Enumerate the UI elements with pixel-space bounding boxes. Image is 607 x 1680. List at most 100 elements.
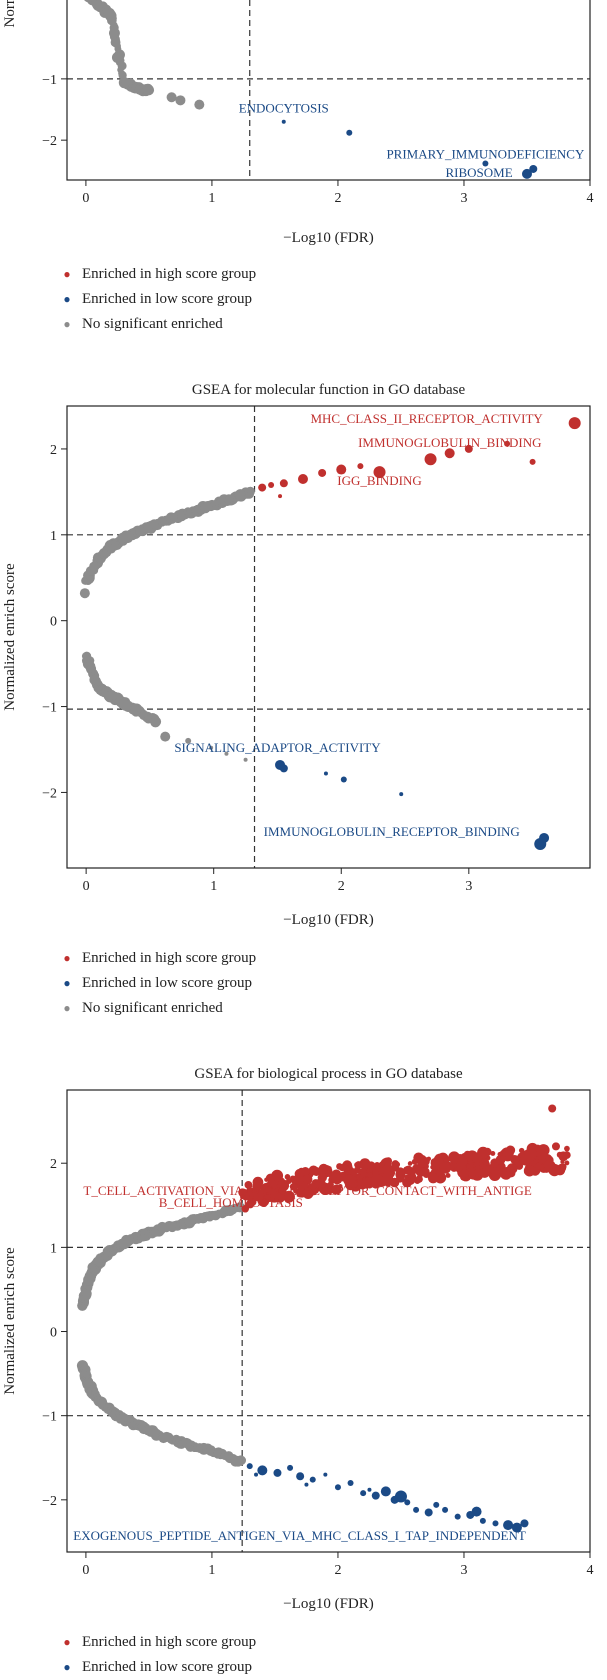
high-point bbox=[502, 1167, 507, 1172]
y-axis-label: Normalized enrich score bbox=[2, 1247, 18, 1395]
ns-point bbox=[80, 588, 90, 598]
high-point bbox=[564, 1146, 570, 1152]
ns-point bbox=[194, 100, 204, 110]
legend-marker-low: ● bbox=[62, 1660, 72, 1675]
y-tick-label: −1 bbox=[42, 701, 57, 716]
legend-label-high: Enriched in high score group bbox=[82, 266, 256, 283]
low-point bbox=[296, 1472, 304, 1480]
plot-area: MHC_CLASS_II_RECEPTOR_ACTIVITYIMMUNOGLOB… bbox=[67, 406, 590, 868]
x-tick-label: 4 bbox=[587, 1563, 594, 1578]
high-point bbox=[357, 1177, 362, 1182]
high-point bbox=[367, 1172, 373, 1178]
x-tick-label: 1 bbox=[208, 191, 215, 206]
term-label: RIBOSOME bbox=[446, 165, 513, 180]
high-point bbox=[544, 1160, 554, 1170]
x-tick-label: 3 bbox=[465, 879, 472, 894]
low-point bbox=[254, 1473, 258, 1477]
low-point bbox=[282, 120, 286, 124]
high-point bbox=[408, 1161, 413, 1166]
high-point bbox=[382, 1161, 386, 1165]
low-point bbox=[273, 1469, 281, 1477]
x-tick-label: 1 bbox=[208, 1563, 215, 1578]
chart-title: GSEA for biological process in GO databa… bbox=[194, 1066, 463, 1082]
x-tick-label: 0 bbox=[82, 1563, 89, 1578]
high-point bbox=[524, 1165, 535, 1176]
low-point bbox=[304, 1483, 308, 1487]
term-label: B_CELL_HOMEOSTASIS bbox=[159, 1195, 303, 1210]
high-point bbox=[258, 484, 266, 492]
plot-frame bbox=[67, 406, 590, 868]
legend-label-ns: No significant enriched bbox=[82, 1000, 223, 1017]
term-label: ENDOCYTOSIS bbox=[239, 101, 329, 116]
ns-point bbox=[215, 1451, 221, 1457]
chart-panel-3: GSEA for biological process in GO databa… bbox=[2, 1066, 594, 1612]
low-point bbox=[455, 1514, 461, 1520]
term-label: IGG_BINDING bbox=[337, 473, 422, 488]
x-tick-label: 2 bbox=[338, 879, 345, 894]
y-tick-label: −1 bbox=[42, 73, 57, 88]
plot-area: T_CELL_ACTIVATION_VIA_T_CELL_RECEPTOR_CO… bbox=[67, 1090, 590, 1552]
legend-item-low: ● Enriched in low score group bbox=[62, 1655, 256, 1680]
ns-point bbox=[247, 488, 253, 494]
x-tick-label: 2 bbox=[334, 191, 341, 206]
y-tick-label: 2 bbox=[50, 443, 57, 458]
legend-label-low: Enriched in low score group bbox=[82, 1659, 252, 1676]
low-point bbox=[360, 1490, 366, 1496]
high-point bbox=[557, 1152, 563, 1158]
legend-marker-high: ● bbox=[62, 951, 72, 966]
high-point bbox=[280, 479, 288, 487]
low-point bbox=[425, 1508, 433, 1516]
term-label: T_CELL_ACTIVATION_VIA_T_CELL_RECEPTOR_CO… bbox=[83, 1183, 531, 1198]
ns-point bbox=[177, 1440, 183, 1446]
low-point bbox=[323, 1473, 327, 1477]
high-point bbox=[410, 1169, 416, 1175]
high-point bbox=[290, 1176, 295, 1181]
low-point bbox=[335, 1484, 341, 1490]
high-point bbox=[472, 1153, 483, 1164]
legend-marker-ns: ● bbox=[62, 1001, 72, 1016]
high-point bbox=[535, 1163, 542, 1170]
term-label: EXOGENOUS_PEPTIDE_ANTIGEN_VIA_MHC_CLASS_… bbox=[73, 1528, 526, 1543]
low-point bbox=[492, 1520, 498, 1526]
low-point bbox=[520, 1519, 528, 1527]
term-label: PRIMARY_IMMUNODEFICIENCY bbox=[386, 147, 585, 162]
high-point bbox=[492, 1170, 502, 1180]
ns-point bbox=[143, 86, 152, 95]
high-point bbox=[530, 459, 536, 465]
high-point bbox=[298, 474, 308, 484]
legend-item-ns: ●No significant enriched bbox=[62, 312, 256, 337]
x-axis-label: −Log10 (FDR) bbox=[283, 230, 374, 246]
x-tick-label: 1 bbox=[210, 879, 217, 894]
high-point bbox=[563, 1151, 571, 1159]
high-point bbox=[303, 1175, 312, 1184]
high-point bbox=[357, 463, 363, 469]
legend-label-high: Enriched in high score group bbox=[82, 1634, 256, 1651]
high-point bbox=[433, 1160, 440, 1167]
high-point bbox=[318, 469, 326, 477]
legend-3: ●Enriched in high score group ●Enriched … bbox=[62, 1630, 256, 1680]
low-point bbox=[480, 1518, 486, 1524]
low-point bbox=[257, 1465, 267, 1475]
y-tick-label: 2 bbox=[50, 1157, 57, 1172]
high-point bbox=[474, 1169, 482, 1177]
legend-item-high: ●Enriched in high score group bbox=[62, 1630, 256, 1655]
y-tick-label: 0 bbox=[50, 615, 57, 630]
high-point bbox=[519, 1148, 524, 1153]
legend-item-high: ●Enriched in high score group bbox=[62, 262, 256, 287]
low-point bbox=[381, 1486, 391, 1496]
x-tick-label: 0 bbox=[82, 191, 89, 206]
y-tick-label: 1 bbox=[50, 529, 57, 544]
high-point bbox=[425, 453, 437, 465]
high-point bbox=[312, 1167, 321, 1176]
y-axis-label: Norm bbox=[2, 0, 18, 28]
low-point bbox=[367, 1488, 371, 1492]
low-point bbox=[413, 1507, 419, 1513]
high-point bbox=[451, 1156, 459, 1164]
ns-point bbox=[175, 95, 185, 105]
high-point bbox=[374, 1162, 380, 1168]
low-point bbox=[472, 1507, 482, 1517]
legend-label-low: Enriched in low score group bbox=[82, 975, 252, 992]
x-tick-label: 2 bbox=[334, 1563, 341, 1578]
legend-item-high: ●Enriched in high score group bbox=[62, 946, 256, 971]
